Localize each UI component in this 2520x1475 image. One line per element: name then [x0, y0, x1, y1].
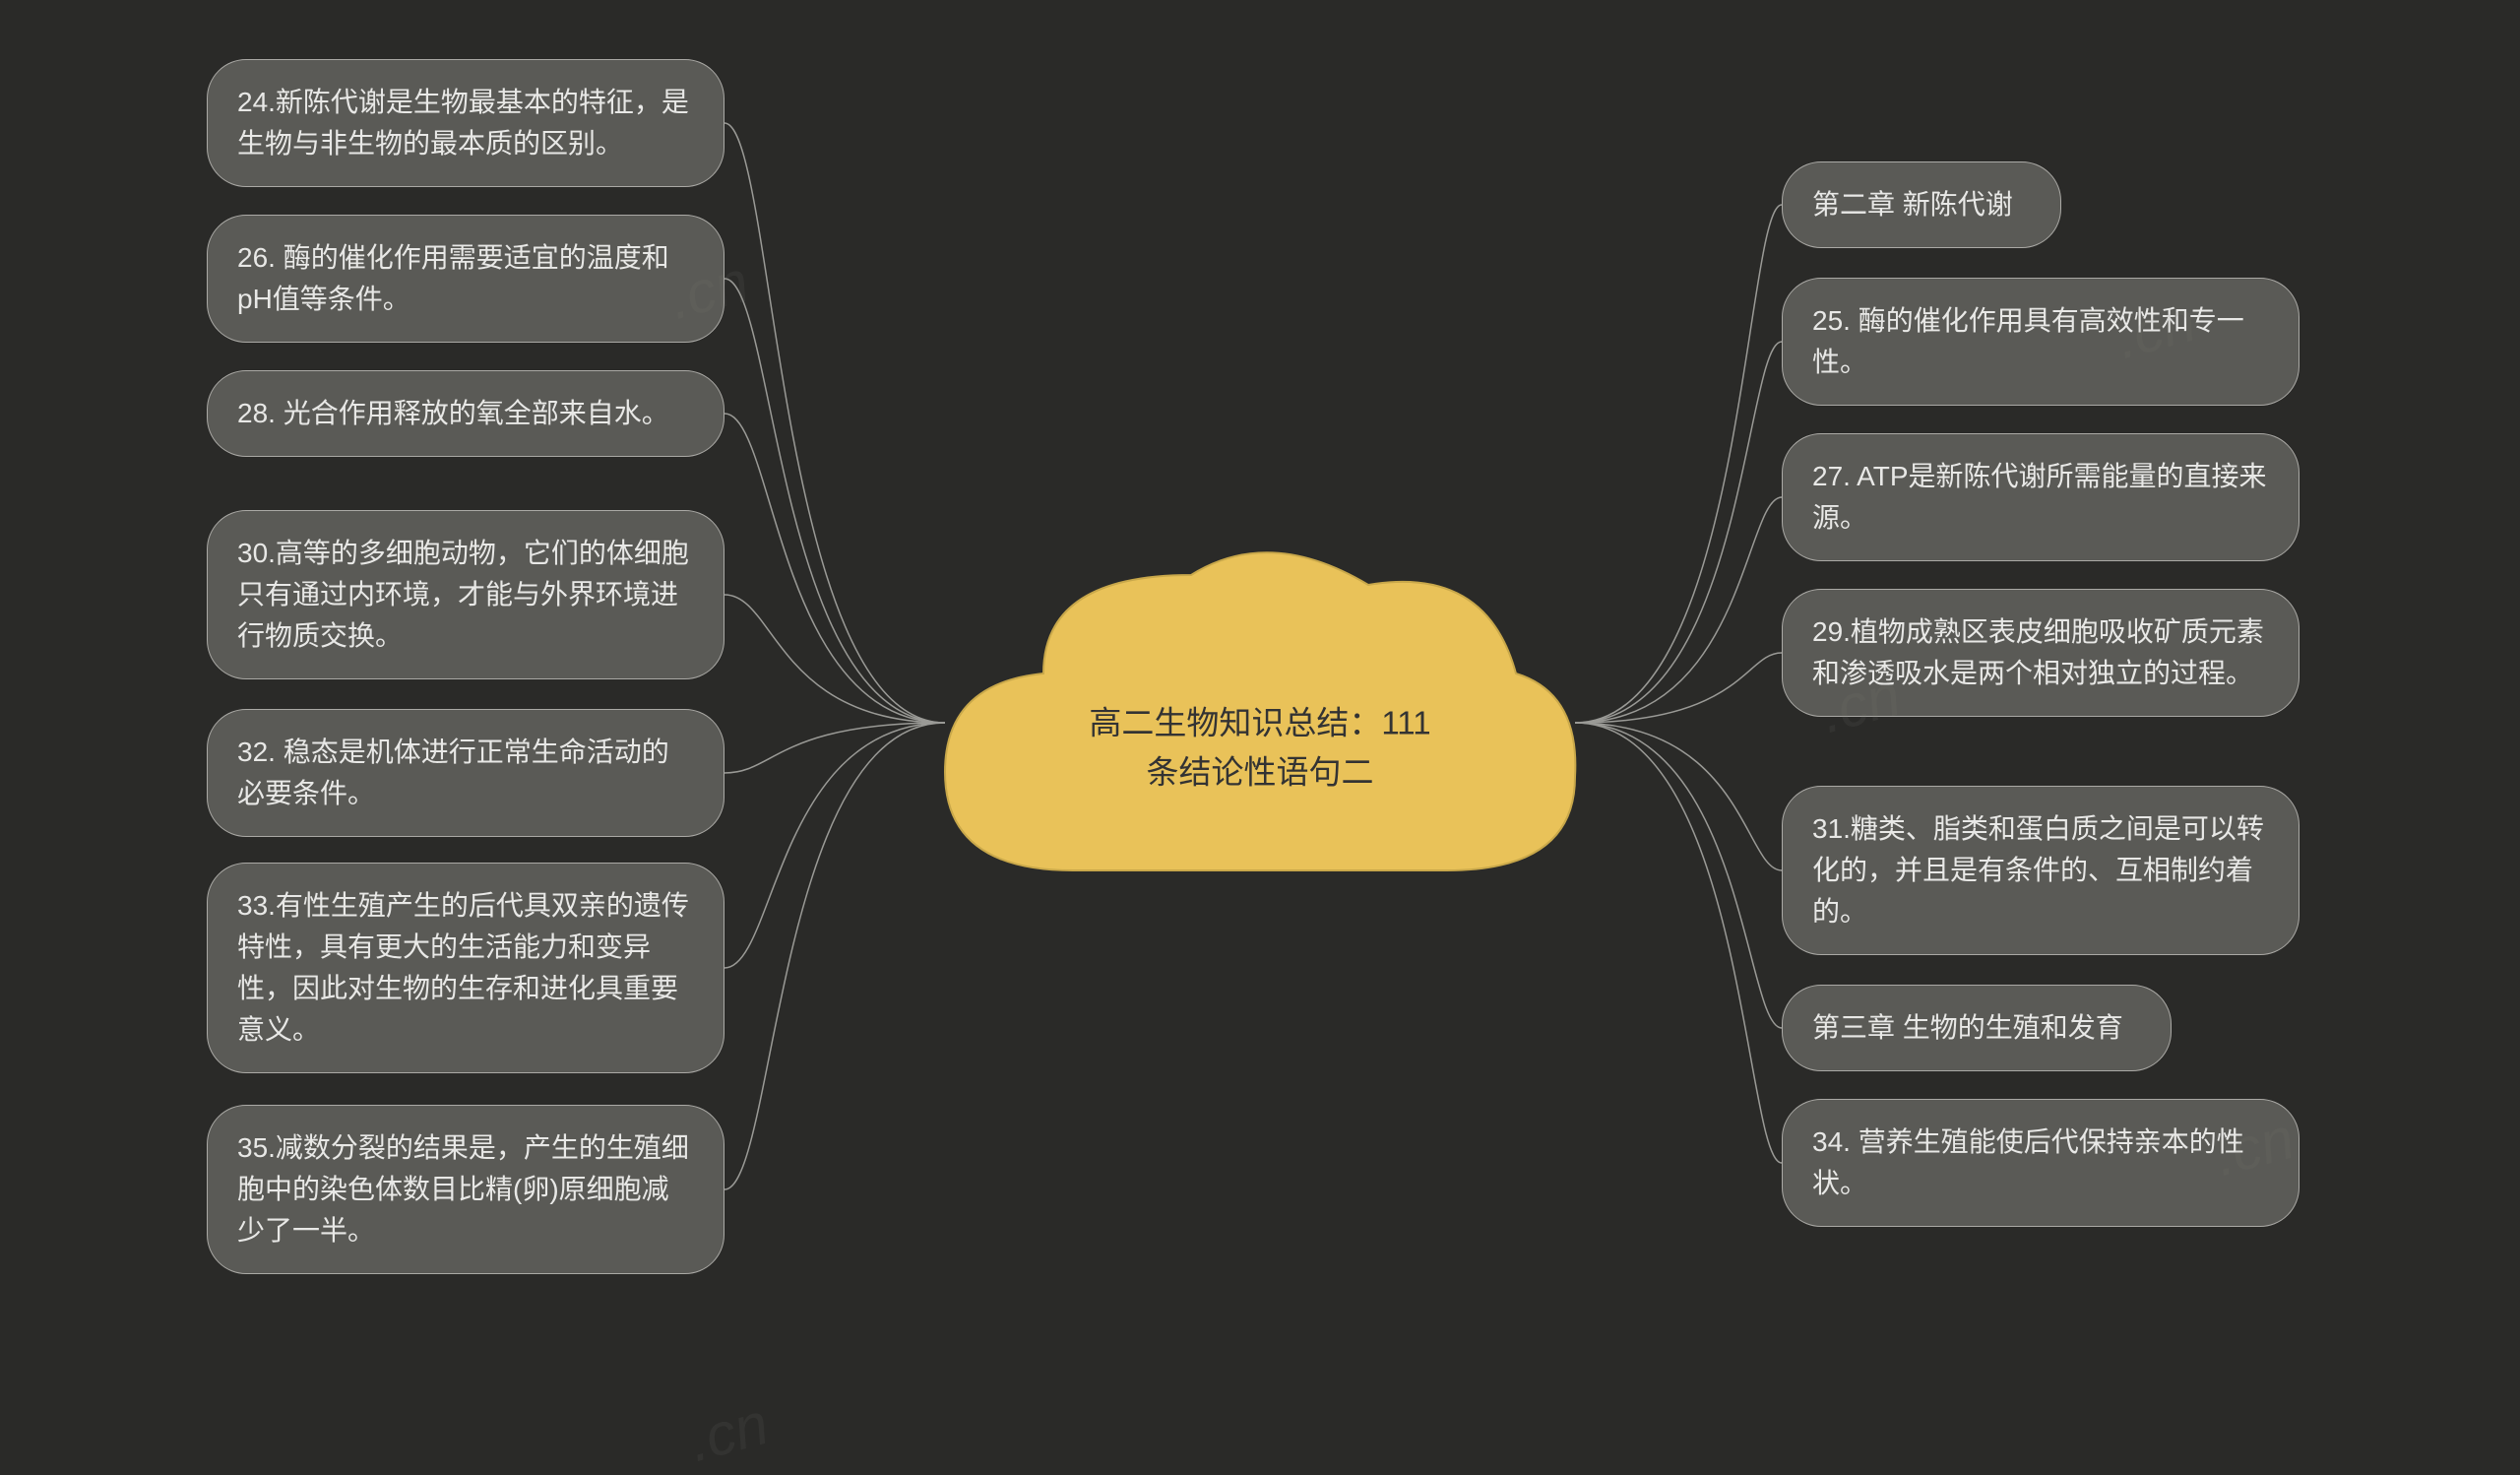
connector-line — [1575, 723, 1782, 1163]
connector-line — [1575, 723, 1782, 870]
mindmap-node[interactable]: 27. ATP是新陈代谢所需能量的直接来源。 — [1782, 433, 2300, 561]
mindmap-node[interactable]: 26. 酶的催化作用需要适宜的温度和pH值等条件。 — [207, 215, 724, 343]
center-title: 高二生物知识总结：111 条结论性语句二 — [1053, 699, 1467, 797]
connector-line — [724, 279, 945, 723]
center-title-line2: 条结论性语句二 — [1147, 753, 1374, 790]
connector-line — [1575, 723, 1782, 1028]
mindmap-node[interactable]: 24.新陈代谢是生物最基本的特征，是生物与非生物的最本质的区别。 — [207, 59, 724, 187]
connector-line — [1575, 342, 1782, 723]
connector-line — [1575, 653, 1782, 723]
mindmap-node[interactable]: 25. 酶的催化作用具有高效性和专一性。 — [1782, 278, 2300, 406]
mindmap-node[interactable]: 29.植物成熟区表皮细胞吸收矿质元素和渗透吸水是两个相对独立的过程。 — [1782, 589, 2300, 717]
center-title-line1: 高二生物知识总结：111 — [1089, 705, 1430, 741]
mindmap-node[interactable]: 28. 光合作用释放的氧全部来自水。 — [207, 370, 724, 457]
connector-line — [1575, 497, 1782, 723]
connector-line — [724, 414, 945, 723]
connector-line — [724, 123, 945, 723]
mindmap-node[interactable]: 34. 营养生殖能使后代保持亲本的性状。 — [1782, 1099, 2300, 1227]
mindmap-canvas: 高二生物知识总结：111 条结论性语句二 24.新陈代谢是生物最基本的特征，是生… — [0, 0, 2520, 1445]
mindmap-node[interactable]: 第二章 新陈代谢 — [1782, 161, 2061, 248]
mindmap-node[interactable]: 32. 稳态是机体进行正常生命活动的必要条件。 — [207, 709, 724, 837]
connector-line — [1575, 205, 1782, 723]
connector-line — [724, 723, 945, 968]
mindmap-node[interactable]: 35.减数分裂的结果是，产生的生殖细胞中的染色体数目比精(卵)原细胞减少了一半。 — [207, 1105, 724, 1274]
center-cloud[interactable]: 高二生物知识总结：111 条结论性语句二 — [935, 516, 1585, 930]
connector-line — [724, 723, 945, 773]
mindmap-node[interactable]: 30.高等的多细胞动物，它们的体细胞只有通过内环境，才能与外界环境进行物质交换。 — [207, 510, 724, 679]
mindmap-node[interactable]: 33.有性生殖产生的后代具双亲的遗传特性，具有更大的生活能力和变异性，因此对生物… — [207, 863, 724, 1073]
connector-line — [724, 595, 945, 723]
mindmap-node[interactable]: 31.糖类、脂类和蛋白质之间是可以转化的，并且是有条件的、互相制约着的。 — [1782, 786, 2300, 955]
mindmap-node[interactable]: 第三章 生物的生殖和发育 — [1782, 985, 2172, 1071]
connector-line — [724, 723, 945, 1189]
watermark-text: .cn — [681, 1389, 775, 1475]
